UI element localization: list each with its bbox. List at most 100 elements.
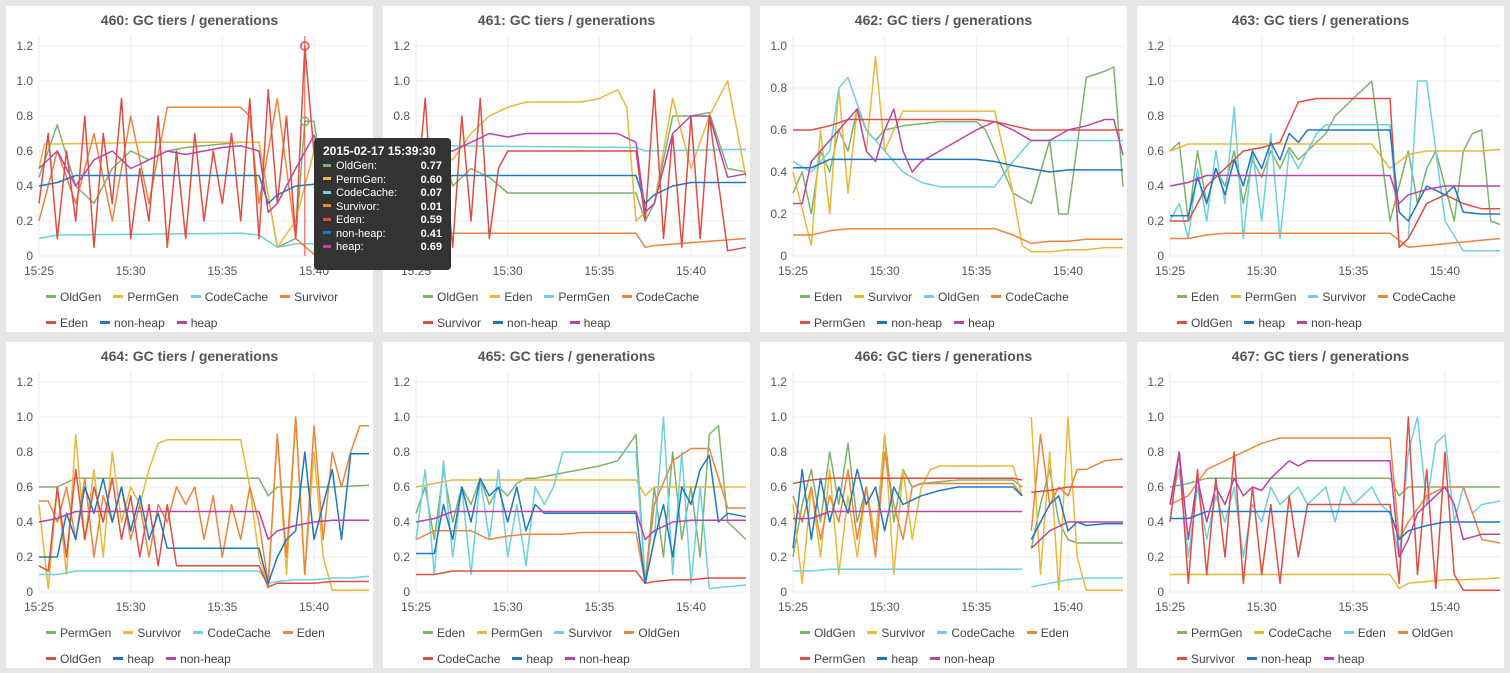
series-line-eden[interactable] <box>792 66 1124 215</box>
series-line-oldgen[interactable] <box>1170 97 1500 249</box>
panel-title[interactable]: 463: GC tiers / generations <box>1231 12 1410 28</box>
series-line-oldgen[interactable] <box>38 120 370 249</box>
series-line-non-heap[interactable] <box>793 158 1123 173</box>
legend-item[interactable]: CodeCache <box>193 620 271 646</box>
series-line-codecache[interactable] <box>39 570 370 585</box>
legend-item[interactable]: PermGen <box>113 284 179 310</box>
chart-panel[interactable]: 464: GC tiers / generations 0 0.2 0.4 0.6 0.8… <box>6 342 373 668</box>
legend-item[interactable]: Survivor <box>123 620 181 646</box>
legend-item[interactable]: Eden <box>1343 620 1386 646</box>
chart-panel[interactable]: 462: GC tiers / generations 0 0.2 0.4 0.6 0.8… <box>760 6 1127 332</box>
legend-item[interactable]: CodeCache <box>423 646 500 672</box>
legend-item[interactable]: heap <box>113 646 154 672</box>
legend-item[interactable]: heap <box>877 646 918 672</box>
panel-title[interactable]: 464: GC tiers / generations <box>100 348 279 364</box>
chart-panel[interactable]: 461: GC tiers / generations00.20.40.60.8… <box>383 6 750 332</box>
series-line-permgen[interactable] <box>793 118 1123 131</box>
legend-item[interactable]: heap <box>569 310 610 336</box>
legend-item[interactable]: Eden <box>1177 284 1219 310</box>
series-line-permgen[interactable] <box>39 477 370 497</box>
chart-panel[interactable]: 465: GC tiers / generations 0 0.2 0.4 0.6 0.8… <box>383 342 750 668</box>
chart-panel[interactable]: 460: GC tiers / generations 0 0.2 0.4 0.6 0.8… <box>6 6 373 332</box>
series-line-heap[interactable] <box>792 468 1123 549</box>
legend-item[interactable]: CodeCache <box>991 284 1069 310</box>
legend-item[interactable]: non-heap <box>1297 310 1362 336</box>
series-line-heap[interactable] <box>415 115 747 214</box>
series-line-survivor[interactable] <box>1169 80 1500 252</box>
legend-item[interactable]: Eden <box>46 310 88 336</box>
panel-title[interactable]: 461: GC tiers / generations <box>477 12 656 28</box>
legend-item[interactable]: non-heap <box>493 310 558 336</box>
legend-item[interactable]: Survivor <box>554 620 612 646</box>
legend-item[interactable]: Survivor <box>1177 646 1235 672</box>
legend-item[interactable]: PermGen <box>1231 284 1296 310</box>
legend-item[interactable]: CodeCache <box>937 620 1015 646</box>
series-line-heap[interactable] <box>1169 451 1500 558</box>
legend-item[interactable]: Eden <box>490 284 532 310</box>
legend-item[interactable]: CodeCache <box>1254 620 1332 646</box>
legend-item[interactable]: PermGen <box>46 620 111 646</box>
series-line-codecache[interactable] <box>1170 232 1501 249</box>
series-line-codecache[interactable] <box>793 227 1123 245</box>
legend-item[interactable]: non-heap <box>565 646 630 672</box>
legend-item[interactable]: non-heap <box>100 310 165 336</box>
legend-item[interactable]: non-heap <box>877 310 942 336</box>
legend-item[interactable]: CodeCache <box>190 284 268 310</box>
legend-item[interactable]: Survivor <box>423 310 481 336</box>
legend-item[interactable]: heap <box>1323 646 1364 672</box>
legend-item[interactable]: PermGen <box>800 310 865 336</box>
series-line-non-heap[interactable] <box>1170 510 1500 541</box>
legend-item[interactable]: non-heap <box>930 646 995 672</box>
series-line-eden[interactable] <box>415 425 747 585</box>
chart-panel[interactable]: 467: GC tiers / generations 0 0.2 0.4 0.6 0.8… <box>1137 342 1504 668</box>
series-line-permgen[interactable] <box>792 477 1123 494</box>
legend-item[interactable]: heap <box>1244 310 1285 336</box>
series-line-heap[interactable] <box>38 134 370 214</box>
series-line-codecache[interactable] <box>793 568 1123 588</box>
series-line-oldgen[interactable] <box>792 76 1123 188</box>
legend-item[interactable]: CodeCache <box>621 284 699 310</box>
series-line-survivor[interactable] <box>415 89 747 252</box>
series-line-survivor[interactable] <box>38 97 370 256</box>
legend-item[interactable]: heap <box>512 646 553 672</box>
series-line-eden[interactable] <box>792 433 1124 558</box>
panel-title[interactable]: 462: GC tiers / generations <box>854 12 1033 28</box>
series-line-permgen[interactable] <box>1169 143 1501 170</box>
legend-item[interactable]: CodeCache <box>1378 284 1456 310</box>
legend-item[interactable]: Eden <box>423 620 465 646</box>
legend-item[interactable]: OldGen <box>1397 620 1453 646</box>
series-line-oldgen[interactable] <box>415 447 746 585</box>
chart-panel[interactable]: 463: GC tiers / generations 0 0.2 0.4 0.6 0.8… <box>1137 6 1504 332</box>
series-line-non-heap[interactable] <box>793 510 1123 549</box>
series-line-non-heap[interactable] <box>38 510 369 541</box>
legend-item[interactable]: OldGen <box>924 284 979 310</box>
legend-item[interactable]: OldGen <box>46 646 101 672</box>
legend-item[interactable]: non-heap <box>166 646 231 672</box>
series-line-heap[interactable] <box>39 451 369 585</box>
legend-item[interactable]: heap <box>954 310 995 336</box>
series-line-heap[interactable] <box>416 454 747 585</box>
legend-item[interactable]: PermGen <box>477 620 542 646</box>
legend-item[interactable]: OldGen <box>46 284 101 310</box>
legend-item[interactable]: Eden <box>282 620 325 646</box>
legend-item[interactable]: OldGen <box>624 620 680 646</box>
legend-item[interactable]: Survivor <box>854 284 912 310</box>
legend-item[interactable]: OldGen <box>1177 310 1232 336</box>
series-line-heap[interactable] <box>1170 129 1500 222</box>
legend-item[interactable]: PermGen <box>800 646 865 672</box>
legend-item[interactable]: Survivor <box>1308 284 1366 310</box>
series-line-non-heap[interactable] <box>1169 174 1500 205</box>
panel-title[interactable]: 465: GC tiers / generations <box>477 348 656 364</box>
panel-title[interactable]: 466: GC tiers / generations <box>854 348 1033 364</box>
panel-title[interactable]: 460: GC tiers / generations <box>100 12 279 28</box>
chart-panel[interactable]: 466: GC tiers / generations 0 0.2 0.4 0.6 0.8… <box>760 342 1127 668</box>
panel-title[interactable]: 467: GC tiers / generations <box>1231 348 1410 364</box>
series-line-eden[interactable] <box>1169 80 1501 226</box>
